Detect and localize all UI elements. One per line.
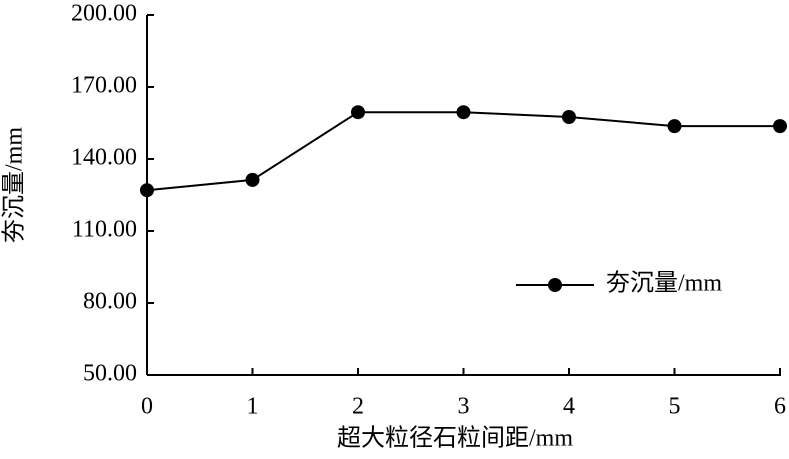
y-tick-label: 200.00: [71, 1, 137, 27]
marker: [245, 172, 260, 187]
y-axis-label: 夯沉量/mm: [1, 127, 28, 243]
y-tick-label: 170.00: [71, 73, 137, 99]
line: [146, 111, 780, 192]
legend-marker: [548, 278, 562, 292]
x-tick-label: 0: [141, 394, 153, 420]
marker: [351, 105, 365, 120]
x-tick-label: 1: [247, 394, 259, 420]
marker: [667, 119, 682, 134]
x-tick-label: 2: [352, 394, 364, 420]
marker: [562, 110, 576, 124]
x-tick-label: 4: [563, 394, 575, 420]
x-axis-label: 超大粒径石粒间距/mm: [337, 425, 573, 452]
y-tick-label: 140.00: [71, 145, 137, 171]
y-tick-label: 110.00: [72, 217, 137, 243]
y-tick-label: 80.00: [83, 289, 137, 315]
y-tick-label: 50.00: [83, 361, 137, 387]
x-tick-label: 5: [669, 394, 681, 420]
marker: [140, 183, 154, 198]
marker: [456, 105, 471, 120]
legend-label: 夯沉量/mm: [606, 270, 722, 297]
x-tick-label: 3: [458, 394, 470, 420]
x-tick-label: 6: [774, 394, 786, 420]
marker: [773, 119, 787, 134]
